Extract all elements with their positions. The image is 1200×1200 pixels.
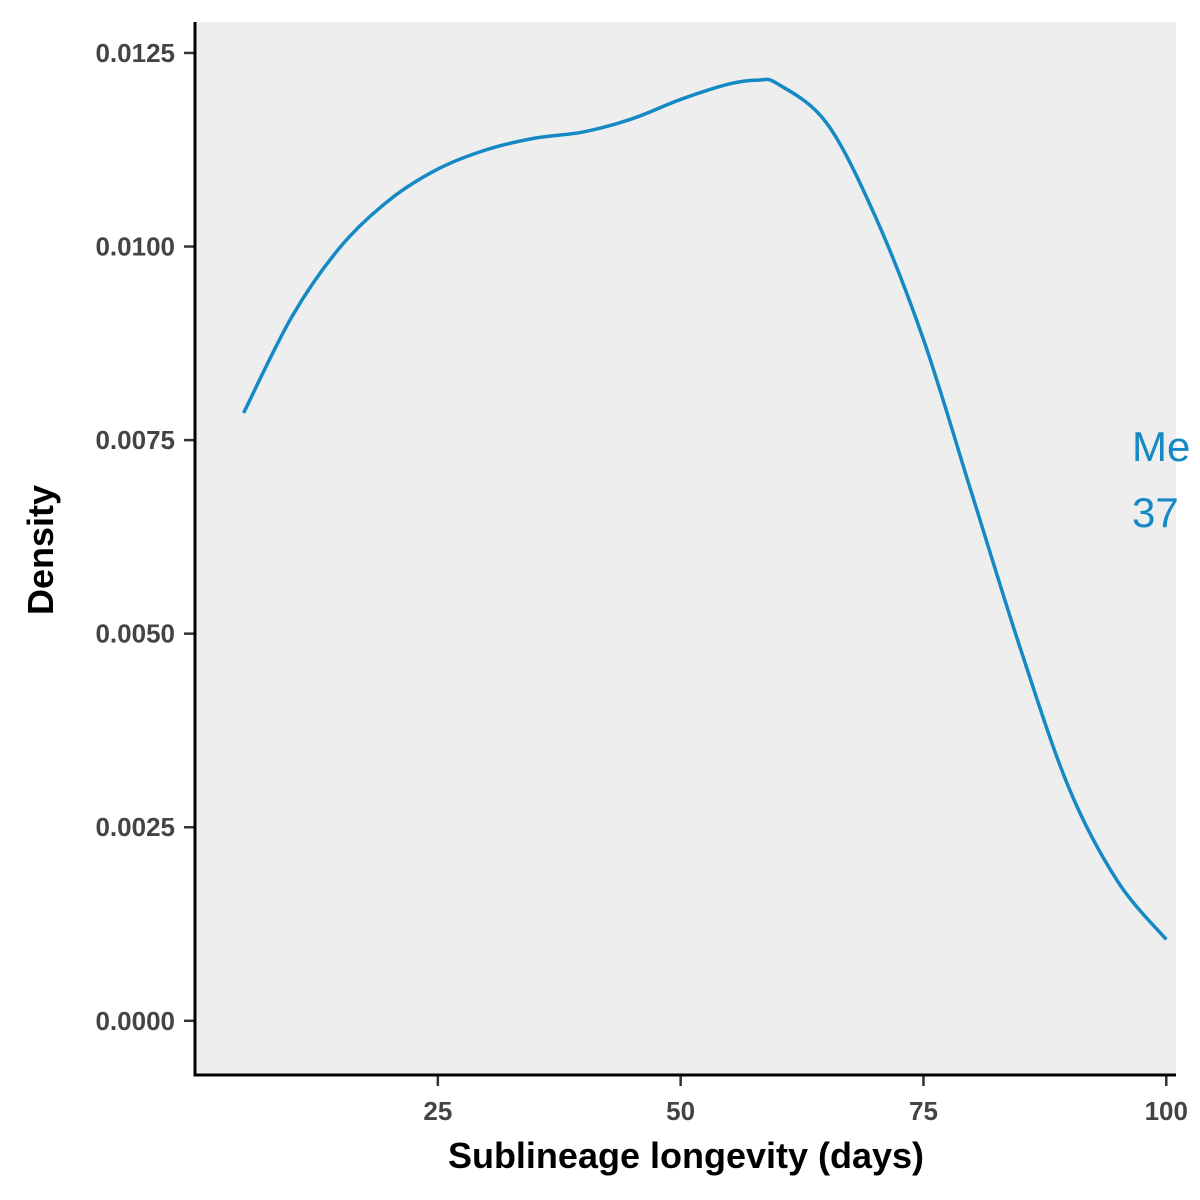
y-tick-label: 0.0125 (95, 38, 175, 68)
x-axis-ticks: 25 50 75 100 (423, 1075, 1188, 1126)
annotation-line-2: 37 (1132, 489, 1179, 536)
x-tick-label: 100 (1145, 1096, 1188, 1126)
density-curve (241, 77, 1168, 941)
y-tick-label: 0.0050 (95, 619, 175, 649)
y-axis-ticks: 0.0000 0.0025 0.0050 0.0075 0.0100 0.0125 (95, 38, 195, 1036)
x-tick-label: 75 (909, 1096, 938, 1126)
y-tick-label: 0.0075 (95, 425, 175, 455)
y-tick-label: 0.0000 (95, 1006, 175, 1036)
y-tick-label: 0.0025 (95, 812, 175, 842)
annotation-line-1: Me (1132, 423, 1190, 470)
x-tick-label: 50 (666, 1096, 695, 1126)
plot-panel-background (195, 22, 1176, 1075)
y-axis-title: Density (20, 485, 61, 615)
x-axis-title: Sublineage longevity (days) (448, 1135, 924, 1176)
x-tick-label: 25 (423, 1096, 452, 1126)
y-tick-label: 0.0100 (95, 232, 175, 262)
